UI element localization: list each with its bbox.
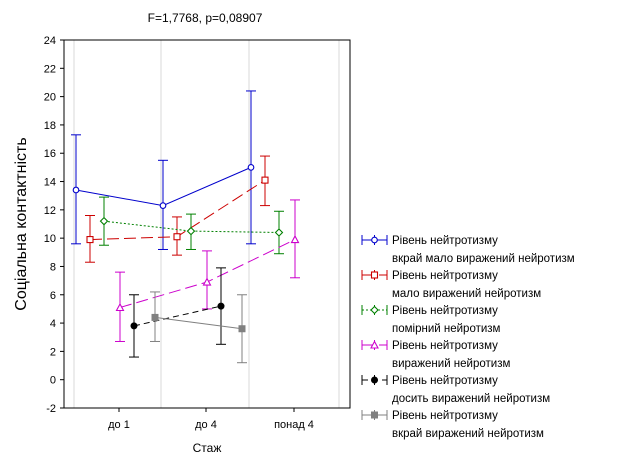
y-tick-label: 8 bbox=[50, 261, 56, 273]
y-tick-label: 18 bbox=[44, 120, 56, 132]
series-2 bbox=[85, 155, 270, 263]
legend-label-line2: вкрай мало виражений нейротизм bbox=[392, 253, 575, 265]
data-point bbox=[72, 186, 80, 194]
y-tick-label: 4 bbox=[50, 318, 56, 330]
data-point bbox=[186, 226, 196, 236]
legend-label-line2: вкрай виражений нейротизм bbox=[392, 428, 544, 440]
series-1 bbox=[71, 90, 256, 250]
legend-item-1: Рівень нейтротизму вкрай мало виражений н… bbox=[361, 235, 575, 265]
series-3 bbox=[99, 196, 284, 255]
chart-title: F=1,7768, p=0,08907 bbox=[148, 11, 263, 25]
legend-label-line1: Рівень нейтротизму bbox=[392, 410, 498, 422]
y-tick-label: 12 bbox=[44, 205, 56, 217]
legend-item-3: Рівень нейтротизму помірний нейротизм bbox=[361, 305, 501, 335]
y-tick-label: 2 bbox=[50, 346, 56, 358]
legend-label-line1: Рівень нейтротизму bbox=[392, 340, 498, 352]
legend-item-6: Рівень нейтротизму вкрай виражений нейрот… bbox=[361, 410, 544, 440]
y-tick-label: 10 bbox=[44, 233, 56, 245]
legend-label-line2: мало виражений нейротизм bbox=[392, 288, 541, 300]
data-point bbox=[274, 228, 284, 237]
legend-item-2: Рівень нейтротизму мало виражений нейроти… bbox=[361, 270, 541, 300]
legend-label-line1: Рівень нейтротизму bbox=[392, 235, 498, 247]
legend-label-line1: Рівень нейтротизму bbox=[392, 375, 498, 387]
grid bbox=[73, 40, 340, 408]
legend-marker bbox=[370, 271, 379, 279]
series-layer bbox=[71, 90, 300, 364]
legend-label-line1: Рівень нейтротизму bbox=[392, 270, 498, 282]
data-point bbox=[115, 302, 125, 312]
data-point bbox=[238, 325, 246, 333]
legend: Рівень нейтротизму вкрай мало виражений н… bbox=[361, 235, 575, 440]
legend-item-4: Рівень нейтротизму виражений нейротизм bbox=[361, 340, 510, 370]
legend-marker bbox=[371, 236, 378, 244]
data-point bbox=[86, 236, 94, 244]
legend-marker bbox=[370, 340, 379, 349]
legend-item-5: Рівень нейтротизму досить виражений нейро… bbox=[361, 375, 550, 405]
plot-area bbox=[63, 39, 351, 409]
legend-marker bbox=[371, 411, 378, 419]
series-5 bbox=[129, 267, 226, 358]
series-4 bbox=[115, 199, 300, 342]
legend-label-line1: Рівень нейтротизму bbox=[392, 305, 498, 317]
y-tick-label: 0 bbox=[50, 375, 56, 387]
legend-marker bbox=[370, 305, 379, 315]
data-point bbox=[202, 277, 212, 286]
y-axis-label: Соціальна контактність bbox=[13, 137, 30, 310]
data-point bbox=[151, 313, 159, 321]
y-tick-label: 22 bbox=[44, 63, 56, 75]
y-tick-label: 24 bbox=[44, 35, 56, 47]
data-point bbox=[173, 233, 181, 241]
y-tick-label: 16 bbox=[44, 148, 56, 160]
series-line bbox=[133, 305, 222, 327]
y-tick-label: 20 bbox=[44, 92, 56, 104]
x-axis: до 1 до 4 понад 4 bbox=[108, 408, 314, 431]
legend-marker bbox=[371, 376, 378, 384]
y-tick-label: 14 bbox=[44, 177, 56, 189]
data-point bbox=[130, 322, 138, 330]
y-tick-label: -2 bbox=[46, 403, 56, 415]
data-point bbox=[247, 164, 255, 171]
legend-label-line2: досить виражений нейротизм bbox=[392, 393, 550, 405]
data-point bbox=[159, 202, 167, 209]
data-point bbox=[261, 176, 269, 184]
data-point bbox=[290, 234, 300, 244]
legend-label-line2: помірний нейротизм bbox=[392, 323, 501, 335]
data-point bbox=[99, 216, 109, 226]
x-tick-label: до 1 bbox=[108, 419, 130, 431]
data-point bbox=[217, 302, 225, 310]
y-tick-label: 6 bbox=[50, 290, 56, 302]
x-tick-label: понад 4 bbox=[274, 419, 314, 431]
series-6 bbox=[150, 291, 247, 364]
x-axis-label: Стаж bbox=[193, 441, 222, 455]
series-line bbox=[103, 220, 280, 233]
x-tick-label: до 4 bbox=[195, 419, 217, 431]
series-line bbox=[154, 316, 243, 330]
legend-label-line2: виражений нейротизм bbox=[392, 358, 510, 370]
